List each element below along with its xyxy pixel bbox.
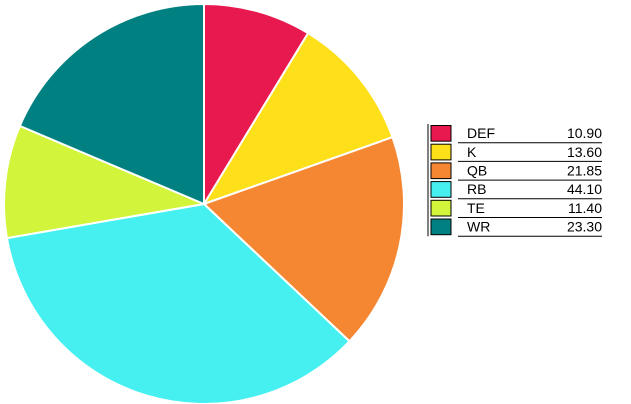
legend-label: WR [467,219,490,235]
legend-swatch [430,181,452,198]
legend-label: TE [467,200,485,216]
legend-label: DEF [467,125,495,141]
legend-label: K [467,144,477,160]
legend-swatch [430,162,452,180]
pie-slice [202,135,405,343]
legend-swatch [430,218,452,236]
pie-slice [203,2,310,208]
pie-slice [201,31,394,206]
legend-value: 11.40 [568,200,602,216]
legend-value: 10.90 [567,125,602,141]
pie-slice [18,2,205,206]
legend-value: 21.85 [567,162,602,178]
legend-value: 23.30 [567,219,602,235]
legend-swatch [430,199,452,217]
legend-swatch [430,125,452,142]
legend-swatch [430,143,452,161]
legend-label: QB [467,162,487,178]
legend-label: RB [467,181,486,197]
legend-value: 13.60 [567,144,602,160]
legend-value: 44.10 [567,181,602,197]
pie-slice [3,124,208,240]
pie-slice [5,202,351,404]
